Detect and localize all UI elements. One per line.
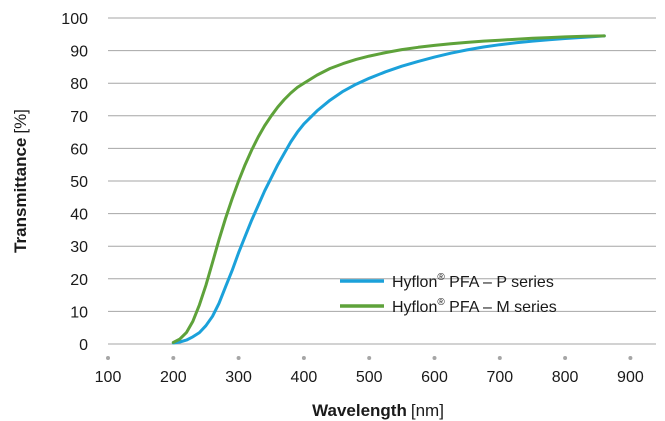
y-tick-label-80: 80 bbox=[70, 76, 88, 93]
y-axis-title: Transmittance [%] bbox=[11, 109, 30, 253]
y-tick-label-30: 30 bbox=[70, 239, 88, 256]
x-tick-label-800: 800 bbox=[552, 369, 579, 386]
x-tick-label-500: 500 bbox=[356, 369, 383, 386]
x-axis-title-main: Wavelength bbox=[312, 401, 407, 420]
series-line-1 bbox=[171, 34, 606, 345]
x-tick-label-600: 600 bbox=[421, 369, 448, 386]
y-axis-title-main: Transmittance bbox=[11, 138, 30, 253]
x-tick-dot-200 bbox=[171, 356, 176, 360]
x-tick-label-200: 200 bbox=[160, 369, 187, 386]
y-tick-label-50: 50 bbox=[70, 174, 88, 191]
x-tick-dot-700 bbox=[497, 356, 502, 360]
x-tick-label-900: 900 bbox=[617, 369, 644, 386]
x-tick-dot-800 bbox=[563, 356, 568, 360]
y-tick-label-90: 90 bbox=[70, 44, 88, 61]
y-tick-label-40: 40 bbox=[70, 207, 88, 224]
y-tick-label-10: 10 bbox=[70, 304, 88, 321]
legend-label-2: Hyflon® PFA – M series bbox=[392, 297, 557, 316]
y-axis-title-unit: [%] bbox=[11, 109, 30, 134]
series-lines bbox=[171, 34, 606, 345]
x-tick-label-400: 400 bbox=[291, 369, 318, 386]
y-tick-label-70: 70 bbox=[70, 109, 88, 126]
x-tick-dot-900 bbox=[628, 356, 633, 360]
legend-label-1: Hyflon® PFA – P series bbox=[392, 272, 554, 291]
grid-lines bbox=[108, 17, 656, 345]
legend: Hyflon® PFA – P series Hyflon® PFA – M se… bbox=[340, 272, 557, 316]
x-axis-title-unit: [nm] bbox=[411, 401, 444, 420]
x-tick-label-300: 300 bbox=[225, 369, 252, 386]
x-tick-dot-400 bbox=[301, 356, 306, 360]
y-tick-label-60: 60 bbox=[70, 141, 88, 158]
x-tick-dot-100 bbox=[106, 356, 110, 360]
x-tick-labels: 100 200 300 400 500 600 700 800 900 bbox=[95, 369, 644, 386]
x-axis-title: Wavelength [nm] bbox=[312, 401, 444, 420]
x-tick-label-700: 700 bbox=[486, 369, 513, 386]
x-tick-dot-500 bbox=[367, 356, 372, 360]
x-tick-label-100: 100 bbox=[95, 369, 122, 386]
y-tick-label-20: 20 bbox=[70, 272, 88, 289]
x-tick-dot-300 bbox=[236, 356, 241, 360]
y-tick-labels: 0 10 20 30 40 50 60 70 80 90 100 bbox=[61, 11, 88, 354]
y-tick-label-100: 100 bbox=[61, 11, 88, 28]
x-tick-markers bbox=[106, 356, 633, 360]
y-tick-label-0: 0 bbox=[79, 337, 88, 354]
series-line-2 bbox=[171, 34, 606, 344]
x-tick-dot-600 bbox=[432, 356, 437, 360]
